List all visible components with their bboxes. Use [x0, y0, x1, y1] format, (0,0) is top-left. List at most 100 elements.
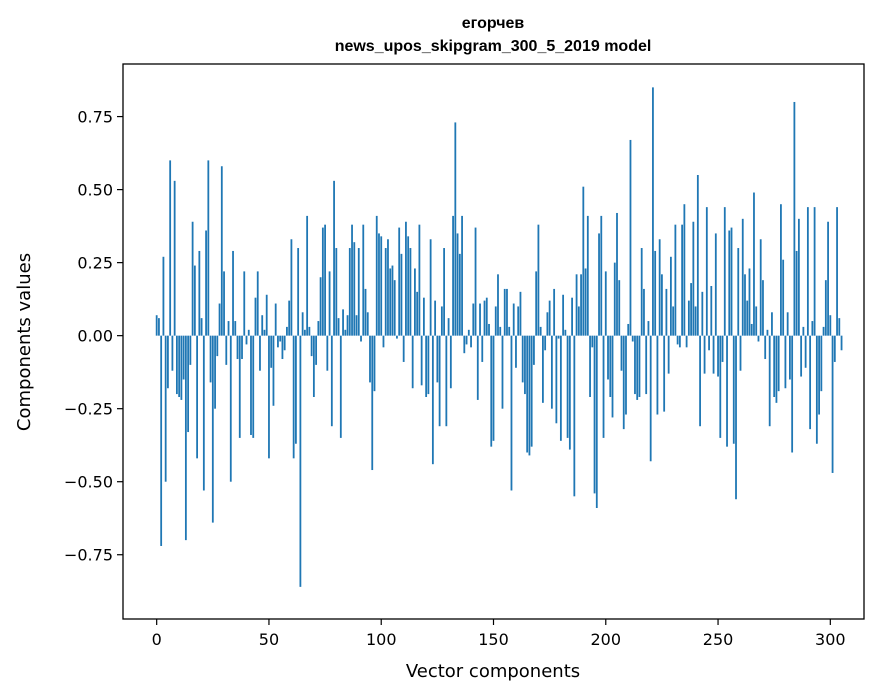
bar	[652, 87, 654, 336]
bar	[744, 274, 746, 336]
bar	[402, 335, 405, 362]
bar	[357, 248, 360, 336]
bar	[407, 236, 410, 336]
bar	[499, 326, 502, 336]
bar	[481, 335, 484, 362]
bar	[220, 166, 223, 336]
bar	[160, 335, 163, 546]
bar	[497, 274, 499, 336]
bar	[771, 312, 773, 336]
bar	[678, 335, 681, 348]
bar	[840, 335, 843, 351]
bar	[216, 335, 219, 357]
bar	[696, 175, 699, 336]
bar	[434, 300, 437, 336]
bar	[755, 306, 758, 336]
bar	[804, 335, 807, 368]
bar	[223, 271, 225, 336]
bar	[600, 215, 603, 336]
bar	[753, 192, 755, 336]
bar	[369, 335, 371, 383]
bar	[739, 335, 742, 371]
bar	[476, 335, 479, 400]
bar	[479, 303, 481, 336]
bar	[393, 280, 396, 336]
bar	[562, 294, 565, 336]
bar	[735, 335, 737, 500]
bar	[207, 160, 210, 336]
bar	[250, 335, 252, 435]
bar	[272, 335, 275, 406]
bar	[378, 233, 380, 336]
y-tick-label: 0.25	[77, 254, 113, 273]
bar	[510, 335, 513, 491]
x-tick-label: 100	[366, 630, 397, 649]
bar	[277, 335, 279, 348]
bar	[692, 221, 695, 336]
bar	[712, 335, 715, 374]
bar	[640, 248, 643, 336]
bar	[699, 335, 701, 427]
bar	[259, 335, 261, 371]
y-tick-label: −0.50	[64, 473, 113, 492]
bar	[452, 215, 454, 336]
y-tick-label: 0.50	[77, 181, 113, 200]
bar	[669, 256, 672, 336]
bar	[577, 306, 580, 336]
bar	[274, 303, 277, 336]
bar	[184, 335, 187, 541]
bar	[539, 326, 542, 336]
bar	[737, 248, 740, 336]
bar	[299, 335, 302, 587]
bar	[286, 326, 288, 336]
x-tick-label: 0	[152, 630, 162, 649]
chart-subtitle: news_upos_skipgram_300_5_2019 model	[335, 38, 652, 55]
bar	[663, 335, 666, 412]
bar	[164, 335, 167, 482]
bar	[665, 288, 668, 336]
bar	[708, 335, 710, 351]
bar	[324, 224, 326, 336]
bar	[418, 224, 421, 336]
bar	[351, 224, 353, 336]
bar	[362, 224, 365, 336]
bar	[315, 335, 318, 365]
bar	[193, 265, 196, 336]
bar	[762, 280, 764, 336]
bar	[806, 207, 809, 336]
bar	[312, 335, 315, 397]
bar	[265, 294, 268, 336]
bar	[690, 283, 692, 336]
bar	[687, 300, 690, 336]
bar	[818, 335, 820, 415]
bar	[270, 335, 273, 368]
bar	[364, 288, 367, 336]
bar	[824, 280, 827, 336]
bars-group	[155, 87, 843, 587]
bar	[580, 274, 582, 336]
bar	[200, 318, 203, 336]
bar	[548, 300, 551, 336]
bar	[728, 230, 731, 336]
bar	[326, 335, 329, 371]
bar	[472, 303, 475, 336]
bar	[638, 335, 641, 397]
bar	[225, 335, 228, 365]
x-tick-label: 200	[590, 630, 621, 649]
bar	[290, 239, 293, 336]
bar	[602, 335, 605, 438]
bar	[169, 160, 172, 336]
bar	[409, 248, 412, 336]
bar	[175, 335, 178, 395]
bar	[405, 221, 407, 336]
bar	[571, 297, 573, 336]
y-axis: −0.75 −0.50 −0.25 0.00 0.25 0.50 0.75	[64, 108, 123, 565]
bar	[667, 335, 670, 374]
bar	[780, 204, 782, 336]
bar	[589, 335, 591, 397]
x-tick-label: 300	[815, 630, 846, 649]
x-tick-label: 150	[478, 630, 509, 649]
bar	[440, 306, 443, 336]
bar	[598, 233, 600, 336]
bar	[189, 335, 192, 365]
